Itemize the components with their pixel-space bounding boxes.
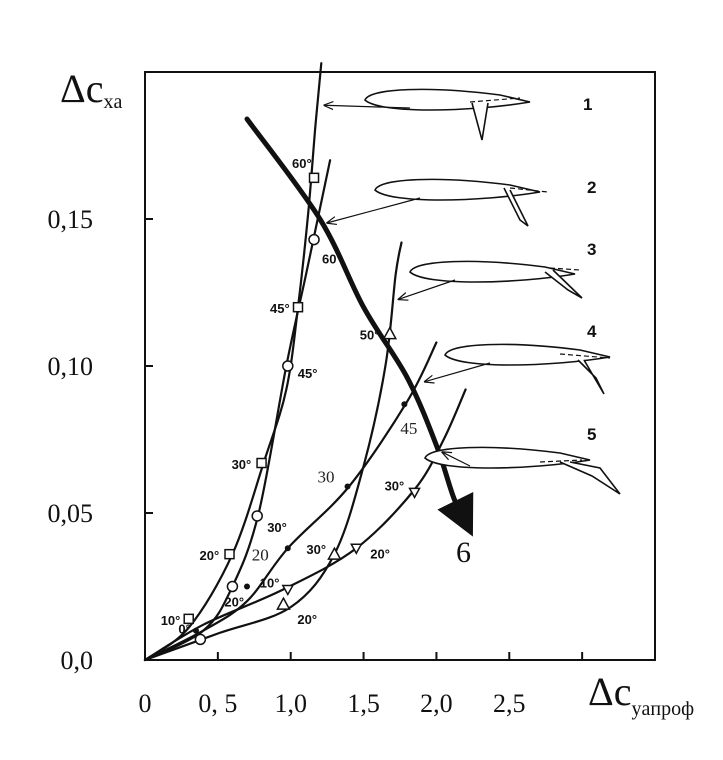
y-tick-label-0: 0,0 [61, 646, 94, 675]
series-3-marker-0 [276, 596, 291, 610]
airfoil-sketches [324, 88, 621, 495]
series-4-pointer [425, 362, 491, 382]
series-label-6: 6 [456, 536, 471, 569]
series-label-1: 1 [583, 95, 592, 114]
series-2-marker-0 [194, 633, 207, 646]
series-4-marker-3-label: 30 [318, 468, 335, 487]
airfoil-sketch-4 [444, 343, 611, 395]
series-3-pointer [399, 279, 456, 299]
series-label-4: 4 [587, 322, 597, 341]
series-1-marker-3 [292, 301, 304, 313]
angle-labels: 10° 20° 30° 45° 60° 0° 20° 30° 45° 60° 20° 30° 50° 20… [161, 156, 418, 637]
series-label-5: 5 [587, 425, 596, 444]
series-3-marker-1 [327, 546, 342, 560]
airfoil-sketch-1 [364, 88, 531, 141]
y-axis-title-main: Δc [60, 66, 103, 111]
series-5-marker-2-label: 30° [385, 478, 405, 493]
series-5-marker-1 [350, 543, 363, 555]
series-2-marker-2-label: 30° [267, 520, 287, 535]
series-2-marker-0-label: 0° [178, 621, 190, 636]
x-axis-title-main: Δc [588, 669, 631, 714]
x-tick-label-2: 1,0 [274, 689, 307, 718]
x-tick-label-1: 0, 5 [198, 689, 237, 718]
series-1-marker-3-label: 45° [270, 301, 290, 316]
y-axis-title: Δcxa [60, 66, 122, 113]
series-4-marker-2-label: 20 [252, 545, 269, 564]
series-5-line [143, 388, 467, 662]
series-label-3: 3 [587, 240, 596, 259]
series-1-pointer [324, 105, 411, 108]
airfoil-sketch-2 [374, 178, 549, 227]
series-3-marker-2 [382, 326, 398, 340]
y-tick-label-1: 0,05 [48, 499, 94, 528]
series-2-marker-1-label: 20° [224, 595, 244, 610]
series-2-marker-4 [308, 233, 320, 246]
series-1-marker-1 [224, 548, 235, 560]
series-1-marker-2 [256, 457, 267, 469]
series-1-marker-0-label: 10° [161, 613, 181, 628]
curves [143, 62, 474, 662]
series-1-line [143, 62, 323, 662]
series-4-marker-1 [244, 583, 250, 590]
series-6-line [244, 116, 474, 537]
series-label-2: 2 [587, 178, 596, 197]
series-1-marker-4-label: 60° [292, 156, 312, 171]
series-3-marker-0-label: 20° [297, 612, 317, 627]
series-2-marker-1 [226, 580, 239, 593]
series-5-marker-1-label: 20° [370, 546, 390, 561]
series-1-marker-4 [308, 172, 320, 184]
y-tick-label-3: 0,15 [48, 205, 94, 234]
series-1-marker-2-label: 30° [232, 457, 252, 472]
series-1-marker-0 [183, 613, 194, 625]
x-tick-label-0: 0 [139, 689, 152, 718]
series-5-marker-0 [281, 584, 295, 596]
series-2-marker-3-label: 45° [298, 366, 318, 381]
series-5-marker-0-label: 10° [260, 575, 280, 590]
series-5-marker-2 [408, 487, 421, 499]
series-1-marker-1-label: 20° [200, 548, 220, 563]
series-4-line [143, 341, 438, 662]
series-4-marker-4-label: 45 [400, 419, 417, 438]
markers [183, 172, 421, 646]
x-tick-label-5: 2,5 [493, 689, 526, 718]
series-2-pointer [327, 197, 421, 223]
y-tick-label-2: 0,10 [48, 352, 94, 381]
x-axis-title-sub: yaпроф [631, 698, 694, 720]
x-axis-title: Δcyaпроф [588, 669, 694, 720]
airfoil-sketch-3 [409, 260, 583, 299]
airfoil-sketch-5 [424, 446, 621, 495]
series-3-marker-2-label: 50° [360, 328, 380, 343]
series-4-marker-0 [193, 627, 199, 634]
series-4-marker-2 [284, 545, 291, 552]
x-tick-label-3: 1,5 [347, 689, 380, 718]
series-3-line [143, 241, 403, 662]
series-5-pointer [442, 452, 471, 467]
y-axis-title-sub: xa [103, 91, 122, 113]
series-4-marker-3 [344, 483, 351, 490]
x-tick-label-4: 2,0 [420, 689, 453, 718]
series-4-marker-4 [401, 401, 408, 408]
ticks: 0 0, 5 1,0 1,5 2,0 2,5 0,0 0,05 0,10 0,15 [48, 205, 584, 718]
series-2-marker-2 [251, 510, 263, 522]
series-3-marker-1-label: 30° [306, 542, 326, 557]
series-2-marker-4-label: 60° [322, 252, 342, 267]
series-2-marker-3 [282, 360, 294, 372]
